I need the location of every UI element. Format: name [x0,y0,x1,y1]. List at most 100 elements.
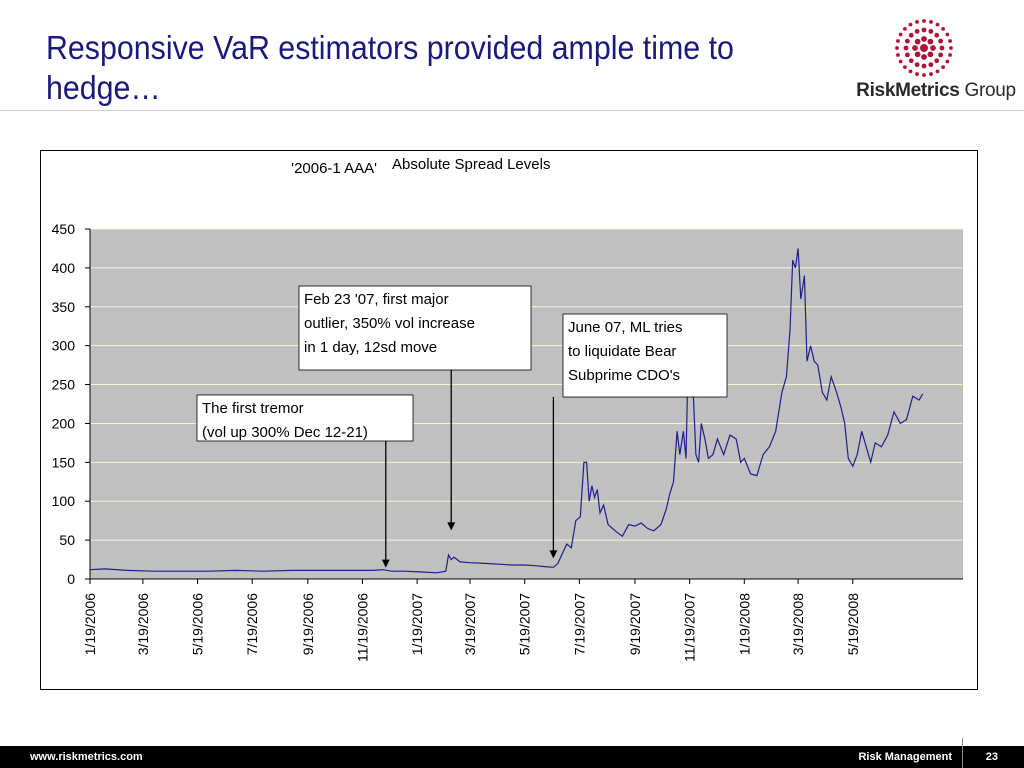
y-tick-label: 100 [52,493,76,509]
y-tick-label: 150 [52,454,76,470]
logo-dot [948,53,952,57]
logo-dot [903,65,907,69]
logo-dot [908,32,914,38]
logo-dot [945,32,950,37]
logo-dot [904,52,910,58]
y-tick-label: 450 [52,221,76,237]
annotation-arrowhead [549,550,558,559]
logo-dot [938,38,944,44]
y-tick-label: 400 [52,260,76,276]
annotation-text: The first tremor [202,400,304,417]
chart-title-box [383,151,621,177]
logo-dot [941,65,945,69]
logo-dot [920,44,928,52]
logo-dot [921,63,927,69]
logo-dot [939,45,945,51]
logo-dot [921,54,927,60]
logo-dot [908,58,914,64]
annotation-arrowhead [447,522,456,531]
logo-dot [927,38,934,45]
logo-dot [914,51,921,58]
logo-starburst-icon [895,19,953,77]
x-tick-label: 9/19/2007 [627,593,643,655]
annotation-text: June 07, ML tries [568,319,683,336]
series-line [89,248,924,574]
annotation-box [298,285,532,371]
footer-section: Risk Management [858,751,952,763]
logo-dot [929,20,933,24]
logo-dot [912,45,918,51]
x-tick-label: 1/19/2008 [736,593,752,655]
logo-dot [895,46,899,50]
logo-dot [938,52,944,58]
logo-dot [927,51,934,58]
logo-dot [935,69,940,74]
annotation-box [562,313,728,398]
logo-dot [929,72,933,76]
x-tick-label: 5/19/2008 [845,593,861,655]
logo-dot [948,39,952,43]
y-tick-label: 200 [52,415,76,431]
annotation-box [196,394,414,442]
logo-dot [928,62,934,68]
y-tick-label: 300 [52,338,76,354]
x-tick-label: 7/19/2006 [244,593,260,655]
x-tick-label: 3/19/2008 [790,593,806,655]
x-tick-label: 11/19/2007 [682,593,698,662]
logo-dot [921,27,927,33]
annotation-text: Subprime CDO's [568,367,680,384]
footer-bar: www.riskmetrics.com Risk Management 23 [0,738,1024,768]
y-tick-label: 250 [52,377,76,393]
spread-chart: 0 50 100 150 200 250 300 350 400 450 1/19/2006 3/19… [52,151,963,662]
x-tick-label: 7/19/2007 [571,593,587,655]
annotation-text: to liquidate Bear [568,343,676,360]
annotation-text: in 1 day, 12sd move [304,339,437,356]
logo-dot [915,20,919,24]
logo-dot [898,32,903,37]
title-divider [0,110,1024,111]
x-tick-label: 1/19/2007 [409,593,425,655]
logo-dot [945,59,950,64]
logo-dot [928,28,934,34]
logo-dot [904,38,910,44]
logo-dot [908,22,913,27]
x-tick-label: 5/19/2007 [517,593,533,655]
x-tick-label: 3/19/2007 [462,593,478,655]
logo-dot [921,36,927,42]
chart-title: Absolute Spread Levels [392,156,550,173]
logo-dot [934,32,940,38]
logo-dot [935,22,940,27]
footer-url[interactable]: www.riskmetrics.com [30,751,143,763]
logo-dot [914,38,921,45]
logo-dot [914,28,920,34]
x-tick-label: 1/19/2006 [82,593,98,655]
y-tick-label: 350 [52,299,76,315]
logo-dot [949,46,953,50]
logo-dot [908,69,913,74]
annotation-text: Feb 23 '07, first major [304,291,449,308]
logo-dot [941,27,945,31]
logo-dot [896,39,900,43]
logo-dot [903,27,907,31]
annotation-text: (vol up 300% Dec 12-21) [202,424,368,441]
y-tick-label: 50 [59,532,75,548]
series-label: '2006-1 AAA' [291,160,377,177]
x-tick-label: 11/19/2006 [354,593,370,662]
x-tick-label: 9/19/2006 [300,593,316,655]
footer-divider [962,738,963,768]
annotation-arrowhead [381,559,390,568]
logo-dot [896,53,900,57]
x-tick-label: 3/19/2006 [135,593,151,655]
x-tick-label: 5/19/2006 [190,593,206,655]
logo-dot [903,45,909,51]
logo-dot [898,59,903,64]
chart-frame: 0 50 100 150 200 250 300 350 400 450 1/19/2006 3/19… [40,150,978,690]
logo-dot [915,72,919,76]
logo-dot [914,62,920,68]
annotation-text: outlier, 350% vol increase [304,315,475,332]
y-tick-label: 0 [67,571,75,587]
riskmetrics-logo: RiskMetrics Group [856,14,1016,106]
logo-dot [922,73,926,77]
page-number: 23 [985,751,998,763]
slide-title: Responsive VaR estimators provided ample… [46,29,734,106]
